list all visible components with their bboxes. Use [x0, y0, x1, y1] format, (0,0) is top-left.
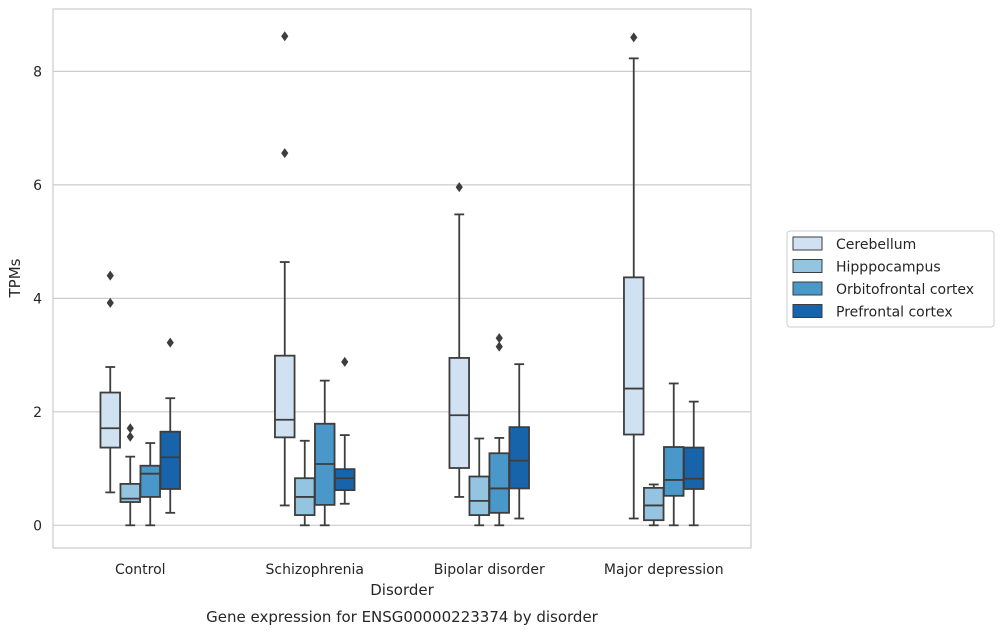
box: [274, 31, 296, 507]
box-rect: [623, 276, 645, 436]
outlier-point: [455, 182, 463, 193]
box: [334, 356, 356, 505]
outlier-point: [495, 333, 503, 344]
box-rect: [139, 464, 161, 498]
outlier-point: [126, 423, 134, 434]
box-rect: [663, 446, 685, 497]
box: [448, 182, 470, 498]
box: [683, 400, 705, 527]
y-tick-label: 2: [33, 405, 42, 421]
outlier-point: [106, 297, 114, 308]
x-tick-label: Control: [115, 562, 166, 578]
outlier-point: [106, 270, 114, 281]
box: [508, 363, 530, 520]
box: [139, 442, 161, 527]
box-rect: [159, 430, 181, 490]
legend-label: Prefrontal cortex: [836, 305, 953, 321]
y-tick-label: 6: [33, 178, 42, 194]
legend-swatch: [792, 304, 823, 318]
legend-swatch: [792, 259, 823, 273]
x-tick-label: Schizophrenia: [266, 562, 364, 578]
box-rect: [448, 357, 470, 469]
box: [468, 437, 490, 527]
box-rect: [488, 452, 510, 514]
y-axis-label: TPMs: [6, 258, 24, 298]
box-rect: [468, 475, 490, 516]
legend-label: Cerebellum: [836, 237, 916, 253]
x-axis-label: Disorder: [370, 581, 434, 599]
x-tick-label: Bipolar disorder: [434, 562, 545, 578]
x-tick-label: Major depression: [604, 562, 724, 578]
plot-frame: [52, 8, 752, 549]
legend: Cerebellum Hipppocampus Orbitofrontal cort…: [786, 230, 995, 328]
box-rect: [508, 426, 530, 490]
outlier-point: [630, 32, 638, 43]
outlier-point: [166, 337, 174, 348]
outlier-point: [281, 31, 289, 42]
box: [314, 379, 336, 527]
box: [643, 483, 665, 527]
outlier-point: [341, 356, 349, 367]
y-tick-labels: 0 2 4 6 8: [33, 64, 42, 534]
box-rect: [643, 486, 665, 522]
box: [99, 270, 121, 494]
box: [159, 337, 181, 514]
y-tick-label: 4: [33, 291, 42, 307]
figure-caption: Gene expression for ENSG00000223374 by d…: [206, 608, 599, 626]
outlier-point: [126, 431, 134, 442]
legend-label: Hipppocampus: [836, 260, 941, 276]
box: [488, 333, 510, 527]
y-tick-label: 8: [33, 64, 42, 80]
x-tick-labels: Control Schizophrenia Bipolar disorder Majo…: [115, 562, 724, 578]
legend-swatch: [792, 236, 823, 251]
box-marks: [99, 31, 705, 527]
box-rect: [683, 446, 705, 490]
legend-label: Orbitofrontal cortex: [836, 282, 974, 298]
outlier-point: [495, 341, 503, 352]
box-rect: [99, 391, 121, 449]
legend-frame: [786, 230, 995, 328]
box-rect: [334, 468, 356, 492]
y-tick-label: 0: [33, 518, 42, 534]
box-rect: [274, 354, 296, 439]
box: [623, 32, 645, 520]
outlier-point: [281, 148, 289, 159]
legend-swatch: [792, 281, 823, 296]
